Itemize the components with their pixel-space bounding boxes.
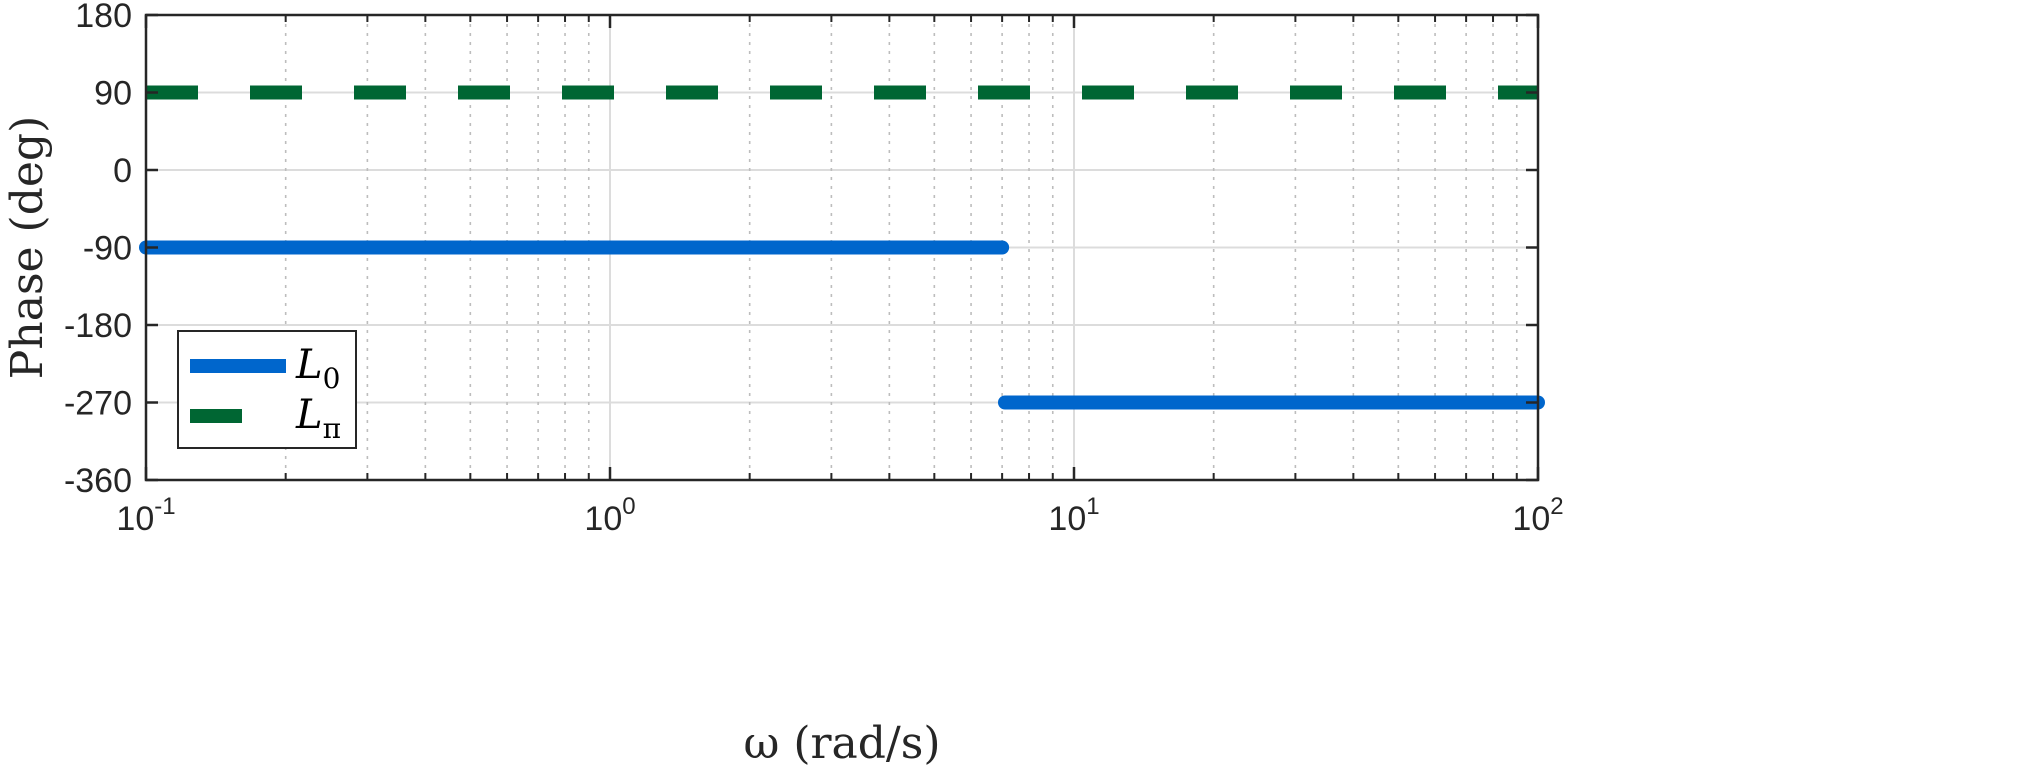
y-tick-label: 180 <box>75 0 132 35</box>
y-axis-label: Phase (deg) <box>2 116 53 379</box>
y-axis-ticks: 180 90 0 -90 -180 -270 -360 <box>64 0 1538 500</box>
legend-label-l0: L0 <box>295 342 340 395</box>
legend: L0 Lπ <box>177 330 357 449</box>
x-axis-label: ω (rad/s) <box>743 718 940 769</box>
x-tick-label: 10-1 <box>116 493 175 538</box>
y-tick-label: 0 <box>113 152 132 190</box>
x-axis-ticks: 10-1 100 101 102 <box>116 15 1564 538</box>
legend-box <box>177 330 357 449</box>
y-tick-label: -270 <box>64 385 132 423</box>
y-tick-label: 90 <box>94 75 132 113</box>
y-tick-label: -90 <box>83 230 132 268</box>
x-tick-label: 100 <box>584 493 635 538</box>
x-tick-label: 101 <box>1048 493 1099 538</box>
plot-series <box>139 85 1545 410</box>
x-tick-label: 102 <box>1512 493 1563 538</box>
legend-label-lpi: Lπ <box>295 392 341 445</box>
y-tick-label: -180 <box>64 307 132 345</box>
y-tick-label: -360 <box>64 462 132 500</box>
